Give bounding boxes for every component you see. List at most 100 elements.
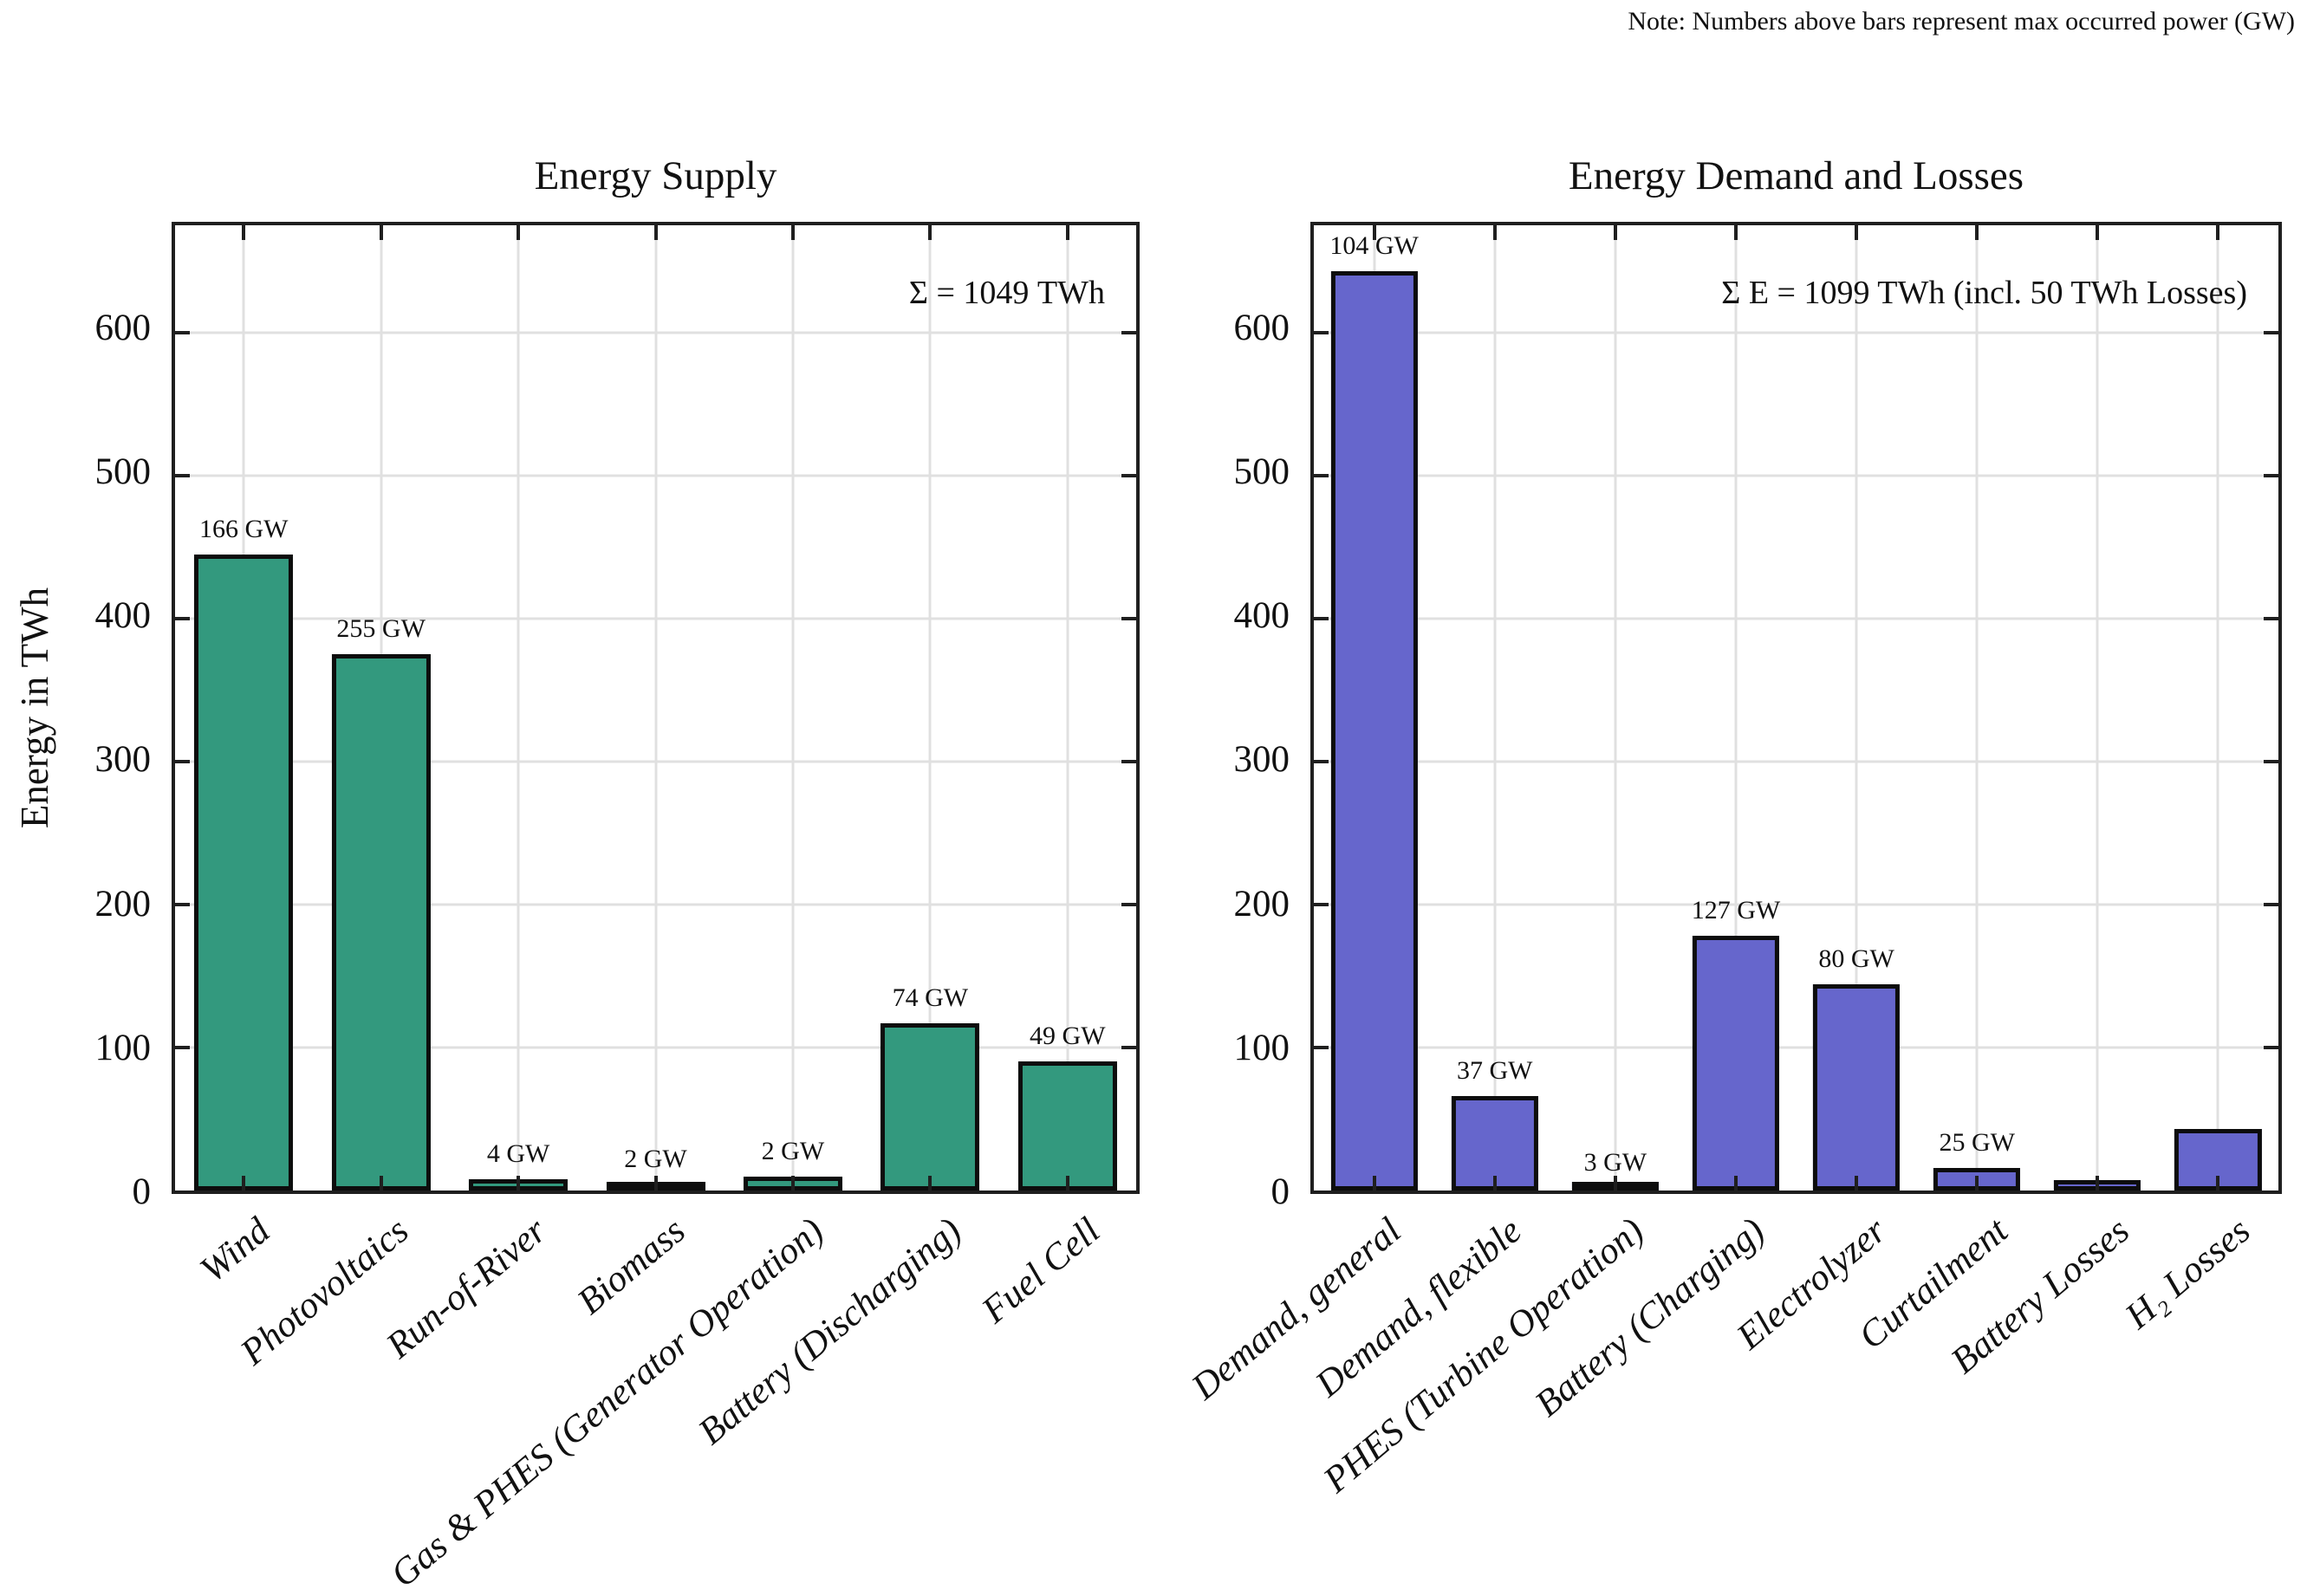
y-tick-mark-left bbox=[175, 759, 190, 763]
gridline-horizontal bbox=[175, 903, 1136, 906]
x-tick-mark-bottom bbox=[2216, 1176, 2220, 1191]
plot-area: 104 GW 37 GW 3 GW 127 GW 80 GW 25 GW bbox=[1310, 222, 2282, 1194]
bar bbox=[1812, 984, 1901, 1191]
gridline-horizontal bbox=[1314, 474, 2278, 477]
x-tick-mark-bottom bbox=[1372, 1176, 1376, 1191]
energy-supply-chart: Energy Supply 166 GW 255 GW 4 GW 2 GW 2 GW 74 … bbox=[94, 153, 1140, 1595]
x-category-label: H₂ Losses bbox=[2118, 1210, 2258, 1337]
y-tick-mark-left bbox=[1314, 330, 1329, 334]
gridline-vertical bbox=[1855, 225, 1858, 1191]
bar-value-label: 3 GW bbox=[1583, 1147, 1647, 1177]
y-tick-mark-right bbox=[1121, 759, 1136, 763]
x-tick-mark-bottom bbox=[1065, 1176, 1069, 1191]
y-tick-mark-right bbox=[2264, 902, 2278, 906]
bar-value-label: 37 GW bbox=[1456, 1056, 1533, 1086]
gridline-horizontal bbox=[175, 617, 1136, 620]
gridline-horizontal bbox=[175, 760, 1136, 763]
y-tick-label: 500 bbox=[94, 451, 152, 492]
y-tick-label: 0 bbox=[132, 1171, 152, 1212]
bar bbox=[331, 654, 431, 1191]
gridline-horizontal bbox=[1314, 903, 2278, 906]
x-tick-mark-bottom bbox=[1613, 1176, 1617, 1191]
x-category-label: Demand, general bbox=[1184, 1210, 1408, 1408]
bar bbox=[1017, 1061, 1117, 1191]
y-tick-label: 100 bbox=[94, 1027, 152, 1068]
x-tick-mark-top bbox=[2216, 225, 2220, 240]
x-tick-mark-top bbox=[517, 225, 521, 240]
y-tick-mark-right bbox=[1121, 902, 1136, 906]
y-tick-mark-left bbox=[175, 616, 190, 620]
gridline-vertical bbox=[791, 225, 795, 1191]
y-tick-mark-left bbox=[1314, 902, 1329, 906]
x-tick-mark-top bbox=[928, 225, 933, 240]
y-tick-label: 300 bbox=[94, 739, 152, 781]
y-tick-label: 100 bbox=[1233, 1027, 1290, 1068]
x-tick-mark-top bbox=[1975, 225, 1979, 240]
y-tick-label: 600 bbox=[1233, 307, 1290, 348]
sum-annotation: Σ E = 1099 TWh (incl. 50 TWh Losses) bbox=[1721, 275, 2247, 311]
y-tick-mark-left bbox=[1314, 473, 1329, 477]
x-tick-mark-top bbox=[653, 225, 658, 240]
bar-value-label: 255 GW bbox=[336, 614, 426, 644]
gridline-horizontal bbox=[1314, 760, 2278, 763]
gridline-horizontal bbox=[175, 331, 1136, 334]
x-tick-mark-bottom bbox=[517, 1176, 521, 1191]
bar bbox=[881, 1022, 980, 1191]
x-tick-mark-bottom bbox=[790, 1176, 795, 1191]
y-tick-mark-left bbox=[175, 473, 190, 477]
gridline-vertical bbox=[1614, 225, 1617, 1191]
y-tick-label: 0 bbox=[1270, 1171, 1290, 1212]
y-tick-label: 400 bbox=[1233, 595, 1290, 637]
x-category-label: Demand, flexible bbox=[1308, 1210, 1530, 1405]
x-tick-mark-top bbox=[1065, 225, 1069, 240]
x-tick-mark-bottom bbox=[1855, 1176, 1859, 1191]
bar-value-label: 49 GW bbox=[1030, 1022, 1106, 1051]
x-tick-mark-top bbox=[1372, 225, 1376, 240]
y-tick-mark-left bbox=[1314, 1045, 1329, 1049]
bar-value-label: 4 GW bbox=[486, 1139, 550, 1168]
gridline-vertical bbox=[1734, 225, 1738, 1191]
bar bbox=[194, 554, 294, 1191]
bar-value-label: 2 GW bbox=[761, 1136, 825, 1165]
y-tick-mark-right bbox=[1121, 616, 1136, 620]
y-tick-mark-right bbox=[1121, 1045, 1136, 1049]
bar bbox=[1692, 936, 1780, 1191]
gridline-horizontal bbox=[1314, 1046, 2278, 1049]
gridline-vertical bbox=[2216, 225, 2219, 1191]
bar-value-label: 25 GW bbox=[1939, 1127, 2015, 1157]
sum-annotation: Σ = 1049 TWh bbox=[908, 275, 1105, 311]
bar-value-label: 2 GW bbox=[624, 1145, 687, 1174]
gridline-vertical bbox=[517, 225, 520, 1191]
x-tick-mark-bottom bbox=[1492, 1176, 1497, 1191]
x-tick-mark-bottom bbox=[653, 1176, 658, 1191]
y-tick-mark-right bbox=[2264, 616, 2278, 620]
x-tick-mark-top bbox=[1492, 225, 1497, 240]
x-tick-mark-bottom bbox=[928, 1176, 933, 1191]
gridline-vertical bbox=[1975, 225, 1979, 1191]
x-tick-mark-top bbox=[379, 225, 383, 240]
x-tick-mark-top bbox=[242, 225, 246, 240]
y-tick-mark-left bbox=[175, 330, 190, 334]
y-tick-mark-right bbox=[1121, 330, 1136, 334]
bar bbox=[1330, 270, 1418, 1191]
gridline-vertical bbox=[1066, 225, 1069, 1191]
y-tick-mark-right bbox=[2264, 473, 2278, 477]
energy-demand-chart: Energy Demand and Losses 104 GW 37 GW 3 GW 1… bbox=[1184, 153, 2282, 1501]
gridline-horizontal bbox=[1314, 617, 2278, 620]
y-tick-mark-left bbox=[175, 1045, 190, 1049]
x-tick-mark-bottom bbox=[2096, 1176, 2100, 1191]
chart-title: Energy Supply bbox=[534, 153, 777, 198]
bar-value-label: 127 GW bbox=[1691, 896, 1781, 925]
y-tick-label: 600 bbox=[94, 307, 152, 348]
y-tick-label: 300 bbox=[1233, 739, 1290, 781]
x-tick-mark-top bbox=[1613, 225, 1617, 240]
gridline-vertical bbox=[928, 225, 932, 1191]
y-tick-mark-left bbox=[1314, 759, 1329, 763]
x-tick-mark-bottom bbox=[242, 1176, 246, 1191]
x-tick-mark-bottom bbox=[379, 1176, 383, 1191]
x-tick-mark-top bbox=[790, 225, 795, 240]
y-tick-mark-right bbox=[2264, 759, 2278, 763]
y-tick-label: 200 bbox=[94, 883, 152, 925]
y-tick-label: 400 bbox=[94, 595, 152, 637]
gridline-horizontal bbox=[175, 474, 1136, 477]
